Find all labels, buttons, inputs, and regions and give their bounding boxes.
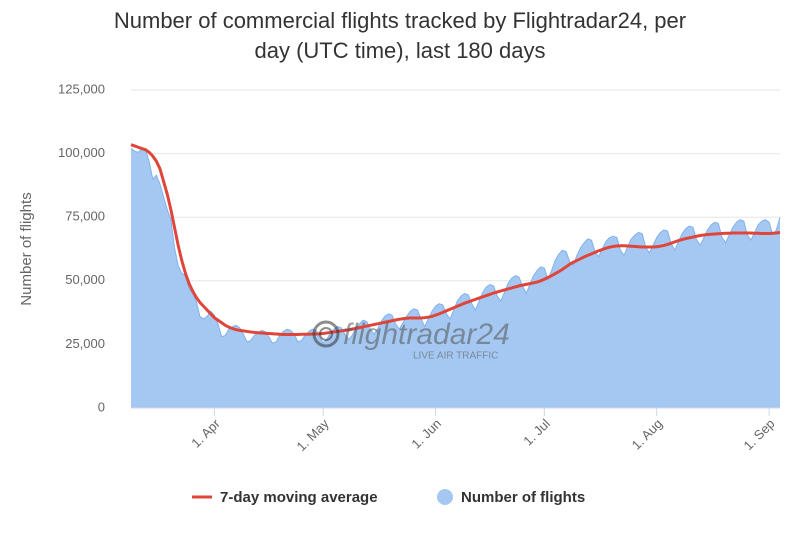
plot-area: 0 25,000 50,000 75,000 100,000 125,000 1. Apr 1…	[58, 81, 781, 455]
x-tick-label: 1. May	[294, 416, 333, 455]
y-tick-label: 0	[98, 399, 105, 414]
area-fill	[131, 148, 780, 408]
chart-title: day (UTC time), last 180 days	[255, 38, 546, 63]
y-tick-label: 100,000	[58, 145, 105, 160]
watermark-icon	[319, 327, 333, 341]
legend-label: 7-day moving average	[220, 489, 378, 506]
line	[130, 143, 781, 336]
y-tick-label: 50,000	[65, 272, 105, 287]
legend-label: Number of flights	[461, 489, 585, 506]
watermark-icon	[312, 320, 340, 348]
watermark-logo: flightradar24	[343, 318, 510, 351]
y-tick-label: 125,000	[58, 81, 105, 96]
chart-title: Number of commercial flights tracked by …	[114, 8, 686, 33]
y-axis-title: Number of flights	[18, 192, 35, 305]
watermark-tagline: LIVE AIR TRAFFIC	[413, 351, 498, 362]
legend-swatch	[437, 489, 453, 505]
legend: 7-day moving average Number of flights	[192, 489, 585, 506]
x-tick-label: 1. Sep	[740, 416, 777, 453]
x-tick-label: 1. Apr	[188, 415, 223, 450]
x-tick-label: 1. Jun	[408, 416, 444, 452]
y-tick-label: 75,000	[65, 209, 105, 224]
x-tick-label: 1. Aug	[629, 416, 666, 453]
x-tick-label: 1. Jul	[520, 416, 553, 449]
watermark: flightradar24 LIVE AIR TRAFFIC	[312, 318, 510, 362]
y-tick-label: 25,000	[65, 336, 105, 351]
